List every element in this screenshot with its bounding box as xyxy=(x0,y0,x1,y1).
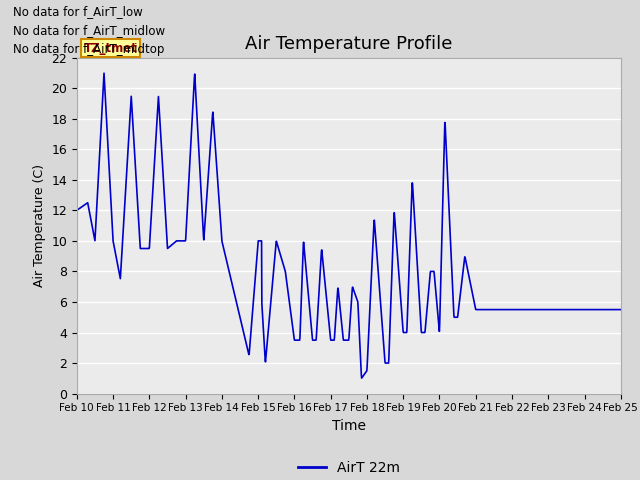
Text: No data for f_AirT_midtop: No data for f_AirT_midtop xyxy=(13,43,164,56)
Text: No data for f_AirT_low: No data for f_AirT_low xyxy=(13,5,143,18)
Text: No data for f_AirT_midlow: No data for f_AirT_midlow xyxy=(13,24,165,37)
Title: Air Temperature Profile: Air Temperature Profile xyxy=(245,35,452,53)
X-axis label: Time: Time xyxy=(332,419,366,433)
Text: TZ_tmet: TZ_tmet xyxy=(84,42,138,55)
Legend: AirT 22m: AirT 22m xyxy=(292,456,405,480)
Y-axis label: Air Temperature (C): Air Temperature (C) xyxy=(33,164,45,287)
